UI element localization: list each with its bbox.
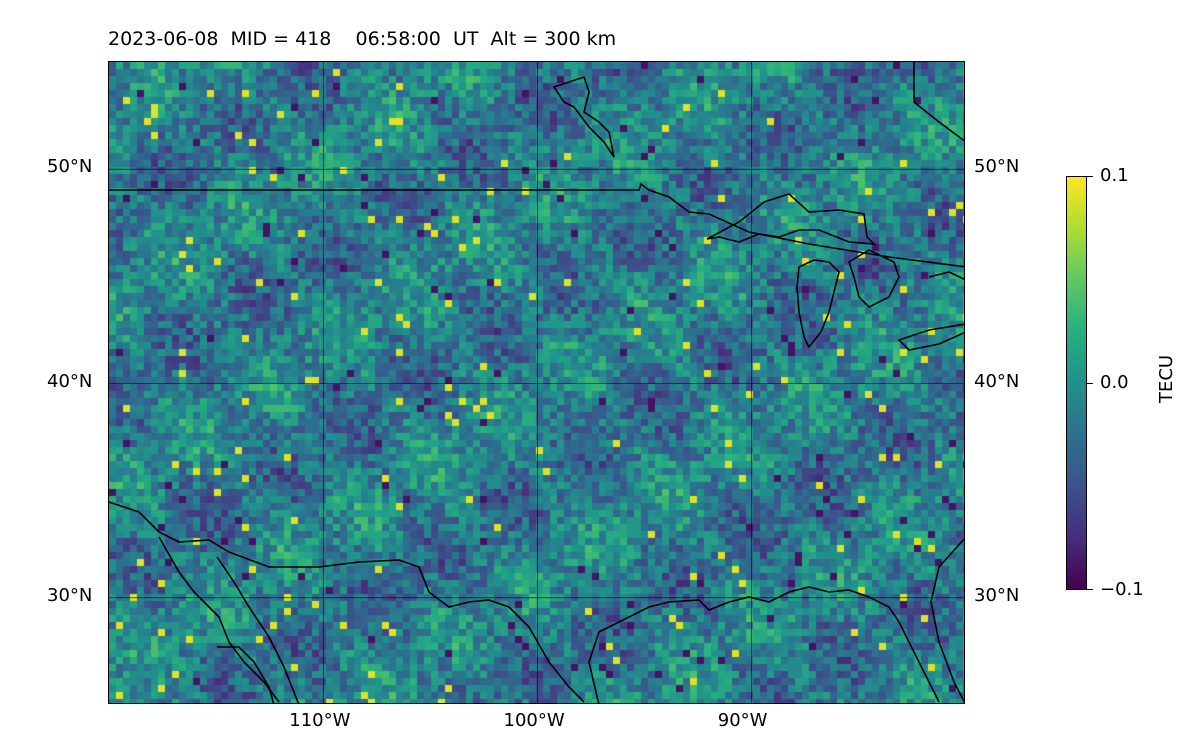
- lat-tick-label-left: 30°N: [47, 584, 93, 606]
- tec-map[interactable]: [108, 61, 965, 704]
- tec-heatmap: [109, 62, 964, 703]
- colorbar-tick-label-max: 0.1: [1100, 165, 1129, 186]
- lon-tick-label: 100°W: [503, 710, 565, 731]
- colorbar-tick: [1087, 176, 1093, 177]
- hudson-bay: [552, 75, 615, 158]
- colorbar-tick-label-min: −0.1: [1100, 579, 1144, 600]
- east-coast-top: [913, 62, 964, 142]
- colorbar-tick: [1087, 383, 1093, 384]
- colorbar: [1066, 176, 1087, 590]
- lon-tick-label: 110°W: [289, 710, 351, 731]
- gulf-of-california: [158, 536, 280, 703]
- lat-tick-label-left: 40°N: [47, 370, 93, 392]
- colorbar-tick: [1087, 589, 1093, 590]
- gulf-coast: [588, 586, 940, 703]
- lake-michigan: [796, 259, 840, 349]
- lon-tick-label: 90°W: [717, 710, 768, 731]
- baja-peninsula: [216, 556, 300, 703]
- colorbar-label-text: TECU: [1156, 354, 1177, 403]
- lake-ontario-edge: [928, 271, 964, 280]
- map-title: 2023-06-08 MID = 418 06:58:00 UT Alt = 3…: [108, 28, 617, 50]
- colorbar-tick-label-zero: 0.0: [1100, 372, 1129, 393]
- map-overlay: [109, 62, 964, 703]
- lat-tick-label-right: 50°N: [974, 156, 1020, 178]
- lake-erie: [897, 323, 964, 351]
- baja-tip: [217, 646, 275, 703]
- gridlines: [109, 62, 964, 703]
- lake-superior: [706, 193, 877, 245]
- lat-tick-label-left: 50°N: [47, 156, 93, 178]
- lat-tick-label-right: 40°N: [974, 370, 1020, 392]
- lat-tick-label-right: 30°N: [974, 584, 1020, 606]
- florida-east: [930, 538, 964, 703]
- mexico-border: [109, 501, 585, 703]
- lake-huron: [848, 249, 900, 308]
- coastlines: [109, 62, 964, 703]
- us-canada-border: [109, 182, 964, 268]
